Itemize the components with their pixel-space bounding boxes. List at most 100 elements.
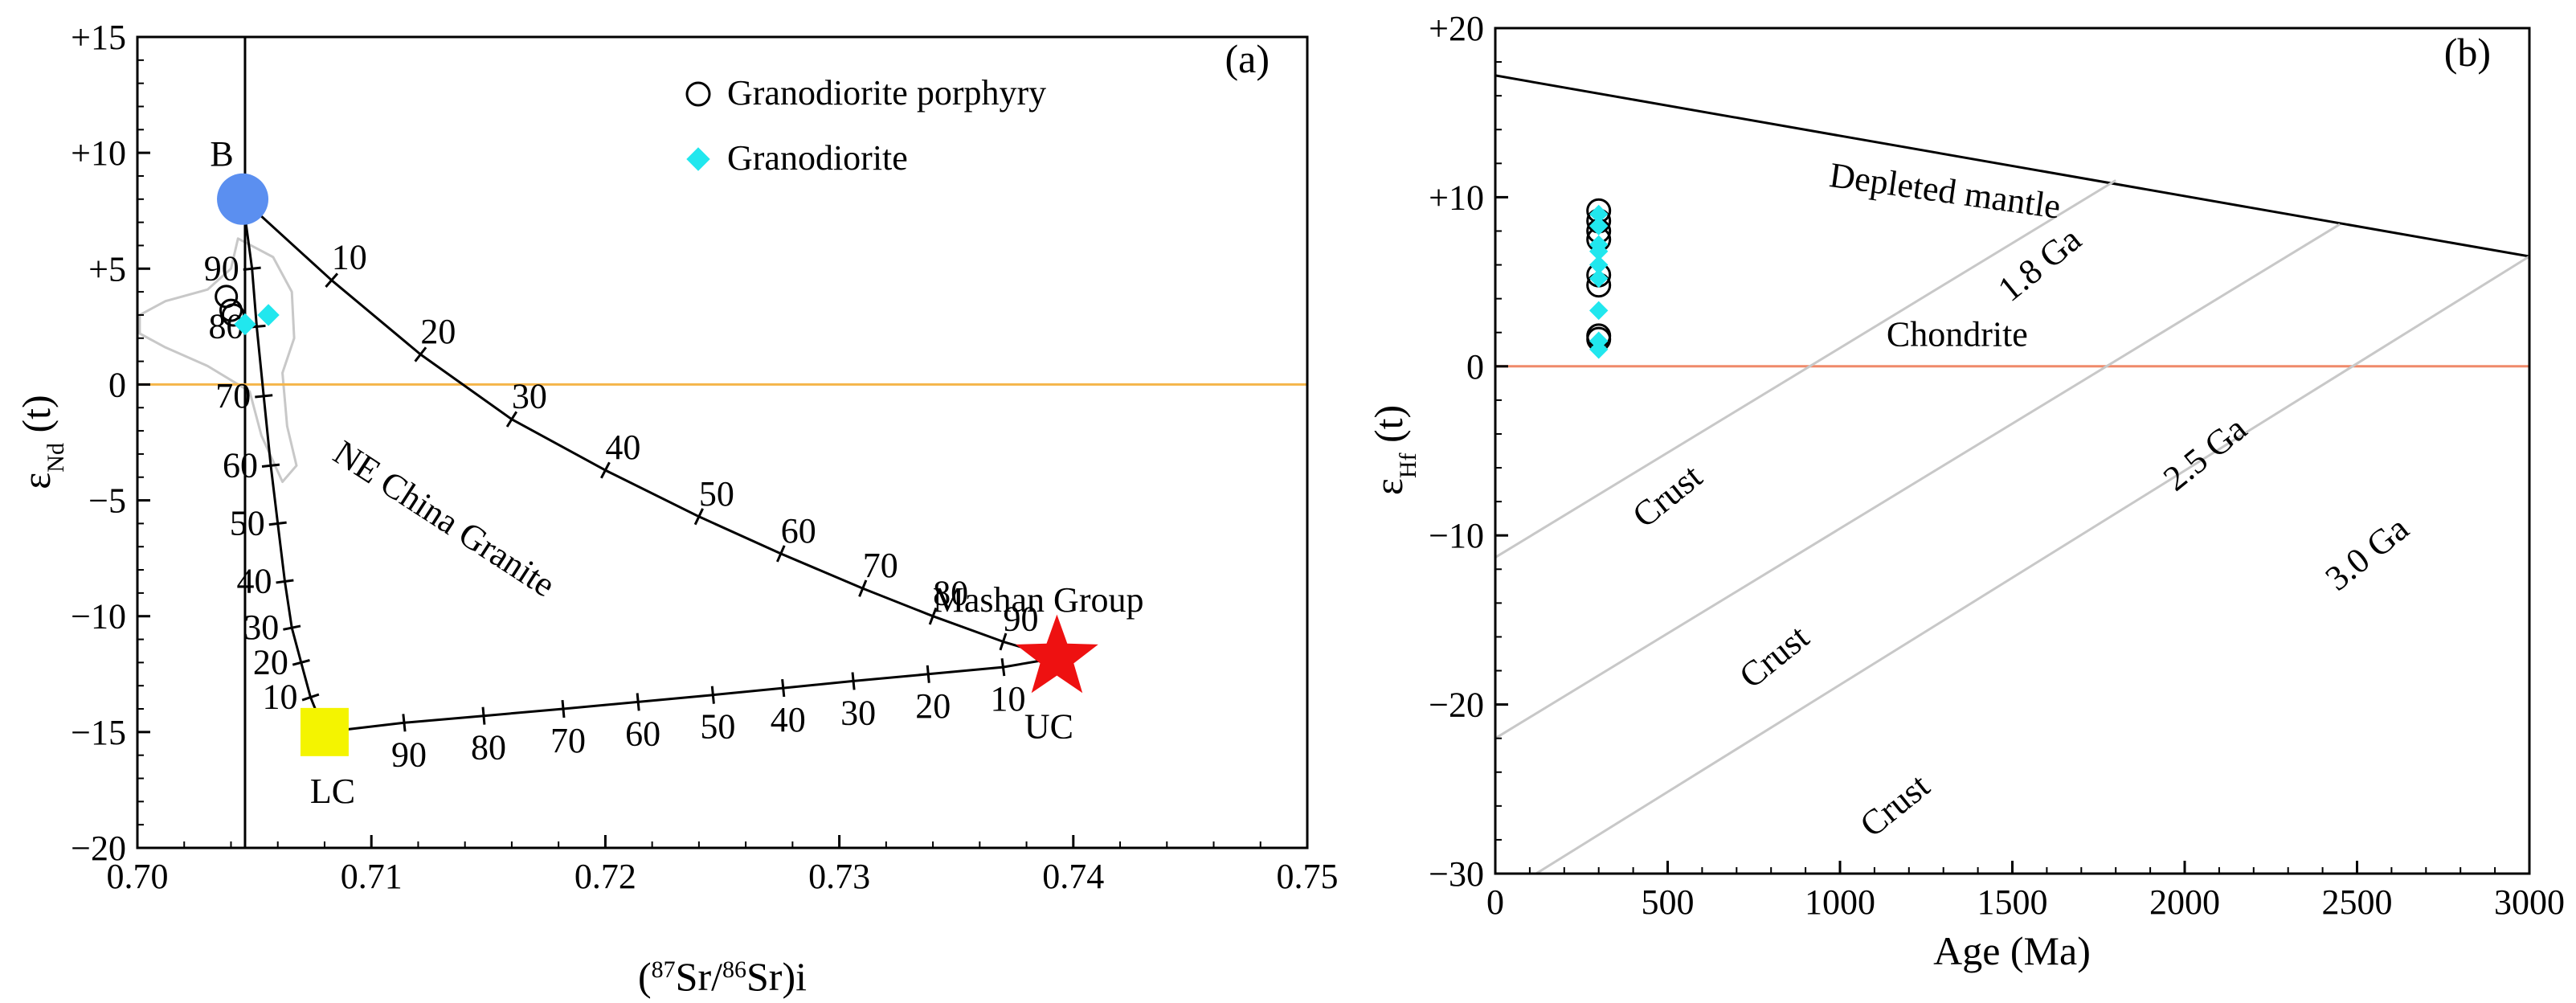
crust-2.5ga-line (1495, 223, 2341, 739)
panel-label-a: (a) (1225, 36, 1270, 81)
mixing-tick-lc-uc-30 (851, 672, 856, 690)
y-tick-label-b-3: −10 (1429, 516, 1484, 555)
crust-1.8ga-crust-label: Crust (1625, 456, 1709, 535)
y-axis-label-b: εHf (t) (1366, 405, 1421, 495)
mixing-tick-lc-uc-90 (402, 714, 407, 732)
endmember-b-label: B (210, 134, 233, 174)
mixing-label-b-lc-20: 20 (253, 642, 288, 682)
legend-label-porphyry: Granodiorite porphyry (727, 73, 1046, 113)
data-point-granodiorite-1 (257, 304, 280, 326)
crust-1.8ga-age-label: 1.8 Ga (1990, 219, 2088, 309)
mixing-label-b-lc-60: 60 (223, 445, 258, 485)
data-point-b-granodiorite-6 (1589, 301, 1609, 321)
crust-2.5ga-crust-label: Crust (1732, 617, 1816, 696)
mixing-label-lc-uc-50: 50 (700, 707, 735, 747)
mixing-label-lc-uc-60: 60 (625, 714, 660, 753)
y-tick-label-b-0: +20 (1429, 9, 1484, 48)
y-tick-label-b-2: 0 (1466, 347, 1484, 387)
mixing-tick-b-uc-60 (776, 545, 786, 563)
x-tick-label-b-3: 1500 (1977, 882, 2048, 922)
mixing-tick-b-uc-10 (325, 272, 339, 288)
mixing-label-b-uc-70: 70 (863, 546, 898, 585)
x-tick-label-a-4: 0.74 (1042, 857, 1104, 896)
legend-marker-porphyry (685, 81, 711, 107)
mixing-tick-b-uc-50 (693, 508, 704, 526)
mixing-label-b-uc-80: 80 (933, 574, 968, 613)
endmember-b-marker (217, 173, 269, 225)
mixing-label-b-uc-90: 90 (1003, 599, 1038, 638)
mixing-label-b-uc-40: 40 (605, 428, 640, 467)
mixing-tick-lc-uc-60 (636, 693, 640, 711)
x-tick-label-a-2: 0.72 (574, 857, 636, 896)
x-tick-label-a-1: 0.71 (341, 857, 403, 896)
data-point-b-granodiorite-1 (1589, 216, 1609, 235)
mixing-label-b-lc-90: 90 (204, 248, 239, 288)
y-tick-label-b-1: +10 (1429, 178, 1484, 217)
mixing-tick-b-lc-20 (292, 659, 310, 666)
depleted-mantle-line (1495, 74, 2529, 258)
mixing-label-b-uc-30: 30 (512, 377, 547, 416)
legend-label-granodiorite: Granodiorite (727, 138, 908, 178)
chart-panel-b: 0 500 1000 1500 2000 2500 3000 +20 +10 0 −10 −20 −30… (1366, 9, 2565, 973)
mixing-tick-lc-uc-20 (926, 665, 930, 683)
mixing-label-b-uc-20: 20 (420, 312, 456, 351)
mixing-label-b-lc-10: 10 (262, 678, 297, 717)
crust-3.0ga-crust-label: Crust (1853, 766, 1937, 845)
ne-china-granite-field (138, 237, 298, 484)
annotation-mashan-group: Mashan Group (933, 580, 1144, 620)
field-label-ne-china-granite: NE China Granite (327, 432, 562, 604)
mixing-tick-b-uc-70 (858, 579, 868, 597)
mixing-tick-b-lc-50 (268, 521, 287, 526)
mixing-label-b-uc-10: 10 (332, 238, 367, 277)
y-tick-label-b-5: −30 (1429, 854, 1484, 894)
crust-1.8ga-line (1495, 179, 2116, 559)
x-tick-label-b-4: 2000 (2149, 882, 2220, 922)
y-tick-label-a-6: −15 (71, 713, 126, 752)
y-tick-label-a-0: +15 (71, 18, 126, 57)
mixing-tick-b-uc-40 (599, 461, 611, 479)
mixing-tick-b-lc-90 (243, 266, 261, 271)
x-tick-label-a-0: 0.70 (107, 857, 169, 896)
mixing-label-b-lc-70: 70 (215, 376, 251, 416)
data-point-granodiorite-0 (234, 313, 256, 336)
mixing-label-lc-uc-70: 70 (550, 721, 586, 760)
y-axis-label-a: εNd (t) (14, 395, 69, 489)
mixing-label-lc-uc-80: 80 (471, 728, 506, 768)
y-tick-label-a-7: −20 (71, 829, 126, 868)
crust-2.5ga-age-label: 2.5 Ga (2156, 409, 2254, 499)
y-tick-label-a-4: −5 (88, 481, 126, 521)
endmember-lc-marker (300, 707, 349, 756)
y-tick-label-a-3: 0 (108, 365, 126, 404)
y-tick-label-a-1: +10 (71, 133, 126, 173)
y-tick-label-b-4: −20 (1429, 686, 1484, 725)
x-tick-label-b-5: 2500 (2322, 882, 2393, 922)
label-chondrite: Chondrite (1887, 315, 2028, 354)
panel-label-b: (b) (2444, 30, 2491, 75)
y-tick-label-a-5: −10 (71, 597, 126, 637)
data-point-b-granodiorite-8 (1589, 340, 1609, 359)
mixing-tick-b-lc-10 (301, 693, 320, 702)
mixing-tick-lc-uc-80 (481, 706, 486, 725)
data-point-b-granodiorite-5 (1589, 268, 1609, 289)
endmember-uc-label: UC (1024, 707, 1073, 747)
x-tick-label-b-0: 0 (1486, 882, 1504, 922)
plot-frame-b (1494, 27, 2531, 875)
mixing-label-b-lc-40: 40 (236, 561, 272, 600)
mixing-label-lc-uc-40: 40 (771, 700, 806, 739)
mixing-label-lc-uc-20: 20 (915, 686, 951, 726)
mixing-tick-lc-uc-50 (710, 686, 715, 704)
mixing-tick-b-lc-60 (261, 463, 280, 469)
x-tick-label-b-1: 500 (1642, 882, 1695, 922)
x-axis-label-a: (87Sr/86Sr)i (638, 954, 807, 999)
x-axis-label-b: Age (Ma) (1933, 928, 2091, 973)
mixing-tick-lc-uc-40 (781, 678, 786, 698)
legend-a: Granodiorite porphyry Granodiorite (685, 73, 1046, 178)
endmember-lc-label: LC (310, 772, 355, 811)
mixing-tick-lc-uc-10 (1000, 658, 1006, 677)
endmember-uc-marker (1016, 614, 1098, 694)
crust-3.0ga-age-label: 3.0 Ga (2318, 509, 2416, 599)
mixing-label-lc-uc-30: 30 (840, 693, 876, 732)
mixing-label-b-lc-30: 30 (243, 608, 279, 647)
mixing-tick-b-lc-70 (255, 394, 273, 399)
